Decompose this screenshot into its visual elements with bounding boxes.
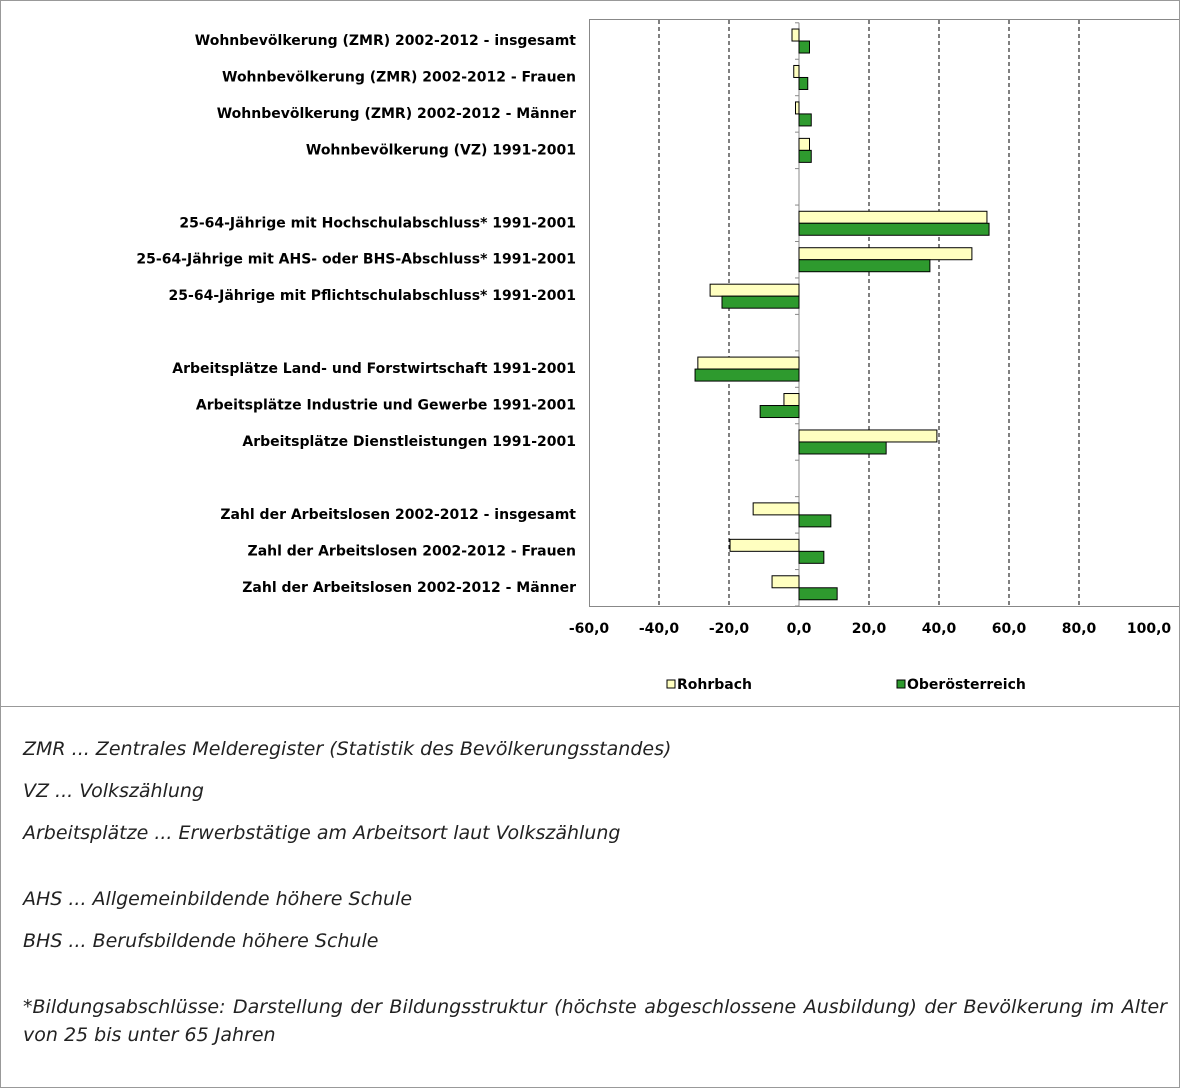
bar [798,149,812,163]
x-tick-label: -60,0 [569,621,610,637]
x-tick-label: -40,0 [639,621,680,637]
x-tick-label: 0,0 [787,621,812,637]
bar [791,28,800,42]
bar [697,356,800,370]
bar [795,101,800,115]
y-tick-label: 25-64-Jährige mit AHS- oder BHS-Abschlus… [136,252,576,268]
bar [752,502,800,516]
bar [798,259,931,273]
y-tick-label: 25-64-Jährige mit Pflichtschulabschluss*… [169,288,576,304]
note: AHS ... Allgemeinbildende höhere Schule [23,888,413,910]
bar [709,283,800,297]
legend-label: Rohrbach [677,677,752,693]
y-tick-label: Zahl der Arbeitslosen 2002-2012 - Frauen [248,543,576,559]
note: *Bildungsabschlüsse: Darstellung der Bil… [23,996,1167,1046]
y-tick-label: 25-64-Jährige mit Hochschulabschluss* 19… [179,215,576,231]
y-tick-label: Zahl der Arbeitslosen 2002-2012 - Männer [242,580,576,596]
bar [798,137,810,151]
bar [798,40,810,54]
bar [694,368,800,382]
bar [759,405,800,419]
bar [783,393,800,407]
notes: ZMR ... Zentrales Melderegister (Statist… [23,728,1167,1056]
y-tick-label: Zahl der Arbeitslosen 2002-2012 - insges… [220,507,576,523]
bar [729,538,800,552]
bar [798,222,990,236]
bar [793,64,800,78]
bar [798,514,832,528]
y-tick-label: Wohnbevölkerung (ZMR) 2002-2012 - Frauen [222,69,576,85]
bar [721,295,800,309]
y-tick-label: Arbeitsplätze Industrie und Gewerbe 1991… [196,398,576,414]
y-tick-label: Wohnbevölkerung (ZMR) 2002-2012 - insges… [195,33,577,49]
bar [771,575,800,589]
y-tick-label: Wohnbevölkerung (VZ) 1991-2001 [306,142,576,158]
note: ZMR ... Zentrales Melderegister (Statist… [23,738,672,760]
bar [798,210,988,224]
x-tick-label: 100,0 [1127,621,1172,637]
x-tick-label: 60,0 [992,621,1027,637]
legend-marker [666,679,676,689]
note: VZ ... Volkszählung [23,780,204,802]
x-tick-label: -20,0 [709,621,750,637]
note: BHS ... Berufsbildende höhere Schule [23,930,379,952]
x-tick-label: 80,0 [1062,621,1097,637]
bar [798,587,838,601]
bar [798,247,973,261]
x-tick-label: 20,0 [852,621,887,637]
bar [798,113,812,127]
y-tick-label: Arbeitsplätze Land- und Forstwirtschaft … [172,361,576,377]
note: Arbeitsplätze ... Erwerbstätige am Arbei… [23,822,621,844]
bar [798,76,809,90]
legend-marker [896,679,906,689]
y-tick-label: Wohnbevölkerung (ZMR) 2002-2012 - Männer [217,106,576,122]
bar [798,550,825,564]
bar [798,441,887,455]
legend-label: Oberösterreich [907,677,1026,693]
x-tick-label: 40,0 [922,621,957,637]
bar [798,429,938,443]
chart: -60,0 -40,0 -20,0 0,0 20,0 40,0 60,0 80,0 100,0 W… [1,19,1179,707]
y-tick-label: Arbeitsplätze Dienstleistungen 1991-2001 [242,434,576,450]
